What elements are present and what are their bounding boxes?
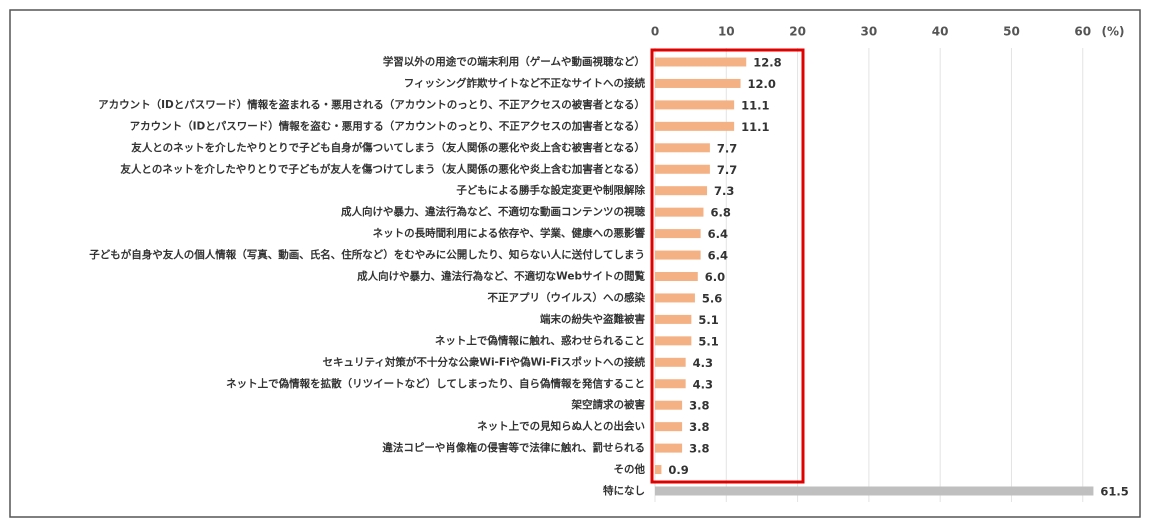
value-label: 11.1 bbox=[741, 120, 769, 134]
bar bbox=[655, 357, 686, 367]
category-label: 不正アプリ（ウイルス）への感染 bbox=[488, 291, 646, 304]
value-label: 12.8 bbox=[753, 56, 781, 70]
bar bbox=[655, 422, 683, 432]
highlight-box bbox=[650, 48, 805, 484]
bar bbox=[655, 207, 704, 217]
category-label: 端末の紛失や盗難被害 bbox=[540, 312, 645, 325]
bar bbox=[655, 336, 692, 346]
value-label: 4.3 bbox=[693, 377, 713, 391]
bar bbox=[655, 164, 710, 174]
x-tick-label: 50 bbox=[1003, 25, 1020, 39]
value-label: 6.4 bbox=[708, 227, 728, 241]
bar bbox=[655, 57, 747, 67]
value-label: 6.0 bbox=[705, 270, 725, 284]
bar bbox=[655, 250, 701, 260]
category-label: その他 bbox=[614, 463, 646, 476]
bar bbox=[655, 379, 686, 389]
value-label: 12.0 bbox=[748, 77, 776, 91]
category-label: 特になし bbox=[603, 484, 645, 497]
value-label: 6.4 bbox=[708, 249, 728, 263]
value-label: 61.5 bbox=[1100, 485, 1128, 499]
value-label: 11.1 bbox=[741, 98, 769, 112]
value-label: 5.1 bbox=[698, 334, 718, 348]
category-label: 架空請求の被害 bbox=[571, 398, 646, 411]
bar bbox=[655, 272, 698, 281]
value-label: 7.7 bbox=[717, 163, 737, 177]
bar bbox=[655, 121, 735, 131]
value-label: 3.8 bbox=[689, 442, 709, 456]
bar bbox=[655, 78, 741, 88]
category-label: 友人とのネットを介したやりとりで子どもが友人を傷つけてしまう（友人関係の悪化や炎… bbox=[119, 162, 645, 175]
category-label: 学習以外の用途での端末利用（ゲームや動画視聴など） bbox=[383, 55, 645, 68]
category-label: 子どもが自身や友人の個人情報（写真、動画、氏名、住所など）をむやみに公開したり、… bbox=[89, 248, 645, 261]
value-label: 5.6 bbox=[702, 291, 722, 305]
category-label: 違法コピーや肖像権の侵害等で法律に触れ、罰せられる bbox=[382, 441, 645, 454]
category-label: アカウント（IDとパスワード）情報を盗まれる・悪用される（アカウントのっとり、不… bbox=[98, 98, 645, 111]
category-label: アカウント（IDとパスワード）情報を盗む・悪用する（アカウントのっとり、不正アク… bbox=[130, 119, 645, 132]
bar bbox=[655, 143, 710, 153]
x-tick-label: 60 bbox=[1074, 25, 1091, 39]
category-label: セキュリティ対策が不十分な公衆Wi-Fiや偽Wi-Fiスポットへの接続 bbox=[323, 355, 646, 368]
x-tick-label: 20 bbox=[789, 25, 806, 39]
value-label: 3.8 bbox=[689, 399, 709, 413]
value-label: 7.7 bbox=[717, 141, 737, 155]
x-tick-label: 10 bbox=[718, 25, 735, 39]
unit-label: (%) bbox=[1102, 25, 1125, 39]
value-label: 7.3 bbox=[714, 184, 734, 198]
x-tick-label: 30 bbox=[861, 25, 878, 39]
category-label: ネット上で偽情報に触れ、惑わせられること bbox=[435, 334, 645, 347]
bar bbox=[655, 314, 692, 324]
bar bbox=[655, 229, 701, 239]
bar bbox=[655, 186, 708, 196]
category-label: ネットの長時間利用による依存や、学業、健康への悪影響 bbox=[373, 227, 646, 240]
bar bbox=[655, 443, 683, 453]
value-label: 5.1 bbox=[698, 313, 718, 327]
category-label: ネット上で偽情報を拡散（リツイートなど）してしまったり、自ら偽情報を発信すること bbox=[226, 377, 645, 390]
value-label: 3.8 bbox=[689, 420, 709, 434]
category-label: 成人向けや暴力、違法行為など、不適切な動画コンテンツの視聴 bbox=[341, 205, 645, 218]
category-label: ネット上での見知らぬ人との出会い bbox=[477, 420, 645, 433]
bar bbox=[655, 293, 695, 303]
category-label: 友人とのネットを介したやりとりで子ども自身が傷ついてしまう（友人関係の悪化や炎上… bbox=[130, 141, 645, 154]
bar bbox=[655, 100, 735, 110]
bar bbox=[655, 486, 1094, 496]
value-label: 6.8 bbox=[710, 206, 730, 220]
value-label: 4.3 bbox=[693, 356, 713, 370]
value-label: 0.9 bbox=[668, 463, 688, 477]
category-label: フィッシング詐欺サイトなど不正なサイトへの接続 bbox=[404, 76, 646, 89]
x-tick-label: 40 bbox=[932, 25, 949, 39]
category-label: 成人向けや暴力、違法行為など、不適切なWebサイトの閲覧 bbox=[357, 270, 645, 283]
bar bbox=[655, 400, 683, 410]
category-label: 子どもによる勝手な設定変更や制限解除 bbox=[456, 184, 645, 197]
bar bbox=[655, 465, 662, 475]
x-tick-label: 0 bbox=[651, 25, 659, 39]
chart-frame bbox=[9, 9, 1141, 518]
